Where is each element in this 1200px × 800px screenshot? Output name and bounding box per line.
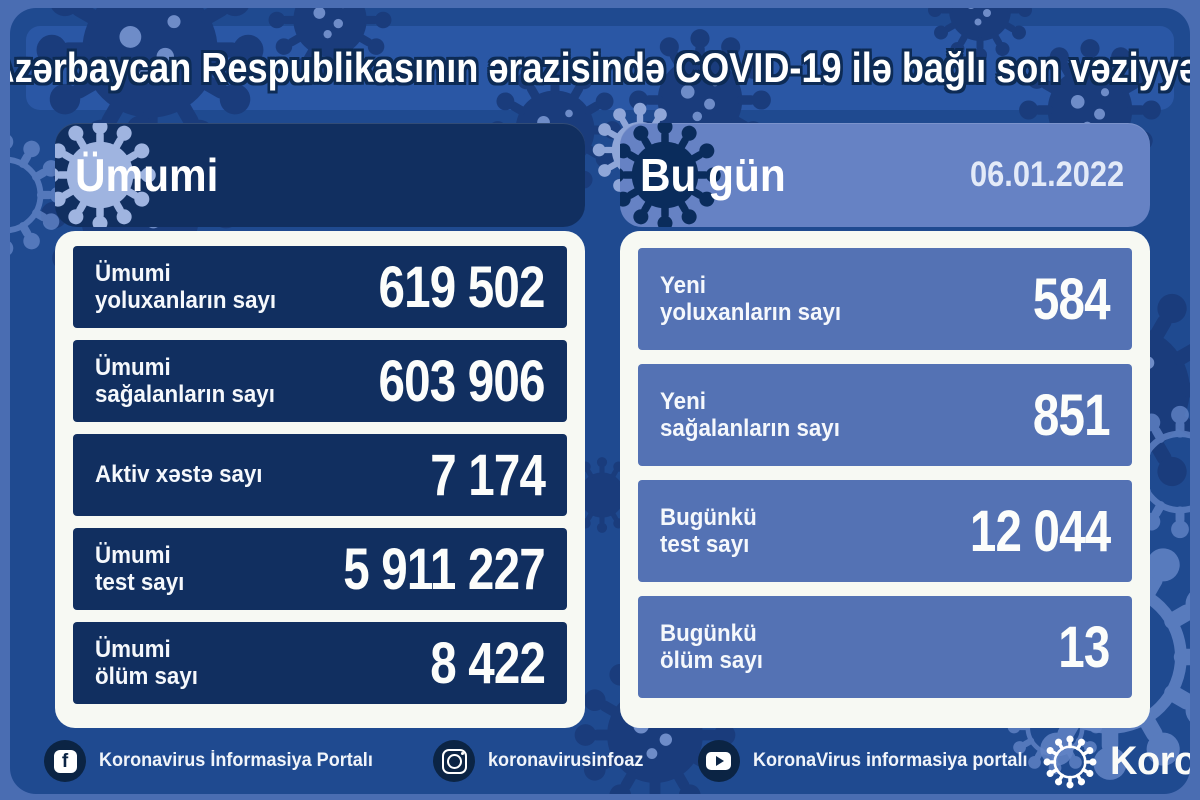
- facebook-icon: [44, 740, 86, 782]
- instagram-label: koronavirusinfoaz: [488, 750, 644, 771]
- row-today-deaths: Bugünkü ölüm sayı 13: [638, 596, 1132, 698]
- youtube-icon: [697, 740, 740, 782]
- stat-label: Yeni yoluxanların sayı: [660, 271, 842, 326]
- stat-value: 851: [1033, 382, 1111, 448]
- stat-label: Ümumi yoluxanların sayı: [95, 259, 277, 314]
- footer: Koronavirus İnformasiya Portalı koronavi…: [10, 728, 1190, 794]
- total-panel: Ümumi Ümumi yoluxanların sayı 619 502 Üm…: [55, 123, 585, 728]
- stat-value: 584: [1033, 266, 1111, 332]
- stat-value: 619 502: [378, 254, 546, 320]
- row-total-infections: Ümumi yoluxanların sayı 619 502: [73, 246, 567, 328]
- youtube-label: KoronaVirus informasiya portalı: [752, 750, 1028, 771]
- stat-label: Aktiv xəstə sayı: [95, 461, 263, 489]
- instagram-icon: [433, 740, 476, 782]
- stat-value: 13: [1058, 614, 1111, 680]
- page-title-text: Azərbaycan Respublikasının ərazisində CO…: [10, 44, 1190, 91]
- instagram-handle: koronavirusinfoaz: [433, 740, 652, 782]
- stat-value: 12 044: [969, 498, 1110, 564]
- today-panel-body: Yeni yoluxanların sayı 584 Yeni sağalanl…: [620, 231, 1150, 728]
- stat-value: 5 911 227: [343, 536, 545, 602]
- stat-value: 603 906: [378, 348, 546, 414]
- today-panel-title: Bu gün: [640, 149, 786, 201]
- row-total-tests: Ümumi test sayı 5 911 227: [73, 528, 567, 610]
- stat-value: 7 174: [430, 442, 546, 508]
- infographic-card: Azərbaycan Respublikasının ərazisində CO…: [10, 8, 1190, 794]
- row-today-tests: Bugünkü test sayı 12 044: [638, 480, 1132, 582]
- stat-value: 8 422: [430, 630, 546, 696]
- today-panel: Bu gün 06.01.2022 Yeni yoluxanların sayı…: [620, 123, 1150, 728]
- stat-label: Ümumi test sayı: [95, 541, 185, 596]
- brand-text: KoronaVirus: [1109, 738, 1190, 783]
- row-new-infections: Yeni yoluxanların sayı 584: [638, 248, 1132, 350]
- virus-logo-icon: [1042, 734, 1098, 790]
- row-active-cases: Aktiv xəstə sayı 7 174: [73, 434, 567, 516]
- total-panel-body: Ümumi yoluxanların sayı 619 502 Ümumi sa…: [55, 231, 585, 728]
- total-panel-header: Ümumi: [55, 123, 585, 227]
- page-title: Azərbaycan Respublikasının ərazisində CO…: [10, 26, 1190, 110]
- stat-label: Ümumi sağalanların sayı: [95, 353, 275, 408]
- row-total-recoveries: Ümumi sağalanların sayı 603 906: [73, 340, 567, 422]
- row-total-deaths: Ümumi ölüm sayı 8 422: [73, 622, 567, 704]
- total-panel-title: Ümumi: [75, 149, 219, 201]
- stat-label: Yeni sağalanların sayı: [660, 387, 840, 442]
- brand-logo: KoronaVirus info: [1042, 733, 1190, 790]
- row-new-recoveries: Yeni sağalanların sayı 851: [638, 364, 1132, 466]
- stat-label: Bugünkü test sayı: [660, 503, 757, 558]
- today-panel-header: Bu gün 06.01.2022: [620, 123, 1150, 227]
- stat-label: Ümumi ölüm sayı: [95, 635, 198, 690]
- date-label: 06.01.2022: [969, 155, 1124, 194]
- stat-label: Bugünkü ölüm sayı: [660, 619, 763, 674]
- facebook-handle: Koronavirus İnformasiya Portalı: [44, 740, 387, 782]
- youtube-handle: KoronaVirus informasiya portalı: [697, 740, 1042, 782]
- facebook-label: Koronavirus İnformasiya Portalı: [99, 750, 373, 771]
